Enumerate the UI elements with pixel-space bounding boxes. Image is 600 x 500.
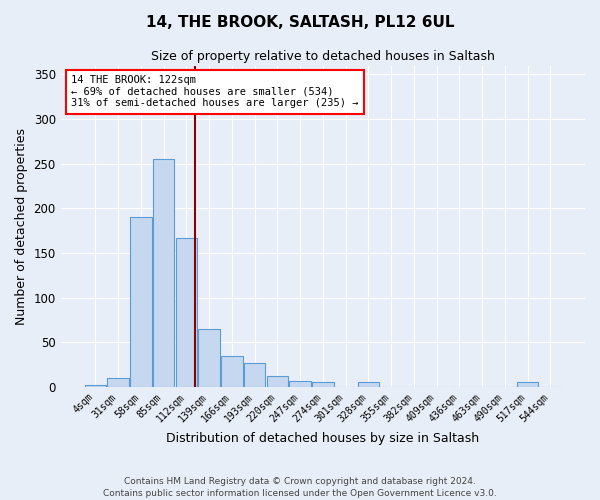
Bar: [312, 382, 334, 387]
Y-axis label: Number of detached properties: Number of detached properties: [15, 128, 28, 324]
Bar: [289, 382, 311, 387]
Bar: [244, 362, 265, 387]
Bar: [176, 238, 197, 387]
Bar: [358, 382, 379, 387]
Bar: [107, 378, 129, 387]
Text: Contains HM Land Registry data © Crown copyright and database right 2024.
Contai: Contains HM Land Registry data © Crown c…: [103, 476, 497, 498]
Bar: [517, 382, 538, 387]
Bar: [266, 376, 288, 387]
Bar: [85, 385, 106, 387]
Title: Size of property relative to detached houses in Saltash: Size of property relative to detached ho…: [151, 50, 495, 63]
Bar: [198, 329, 220, 387]
Text: 14, THE BROOK, SALTASH, PL12 6UL: 14, THE BROOK, SALTASH, PL12 6UL: [146, 15, 454, 30]
Bar: [221, 356, 242, 387]
X-axis label: Distribution of detached houses by size in Saltash: Distribution of detached houses by size …: [166, 432, 479, 445]
Bar: [153, 160, 175, 387]
Text: 14 THE BROOK: 122sqm
← 69% of detached houses are smaller (534)
31% of semi-deta: 14 THE BROOK: 122sqm ← 69% of detached h…: [71, 75, 359, 108]
Bar: [130, 218, 152, 387]
